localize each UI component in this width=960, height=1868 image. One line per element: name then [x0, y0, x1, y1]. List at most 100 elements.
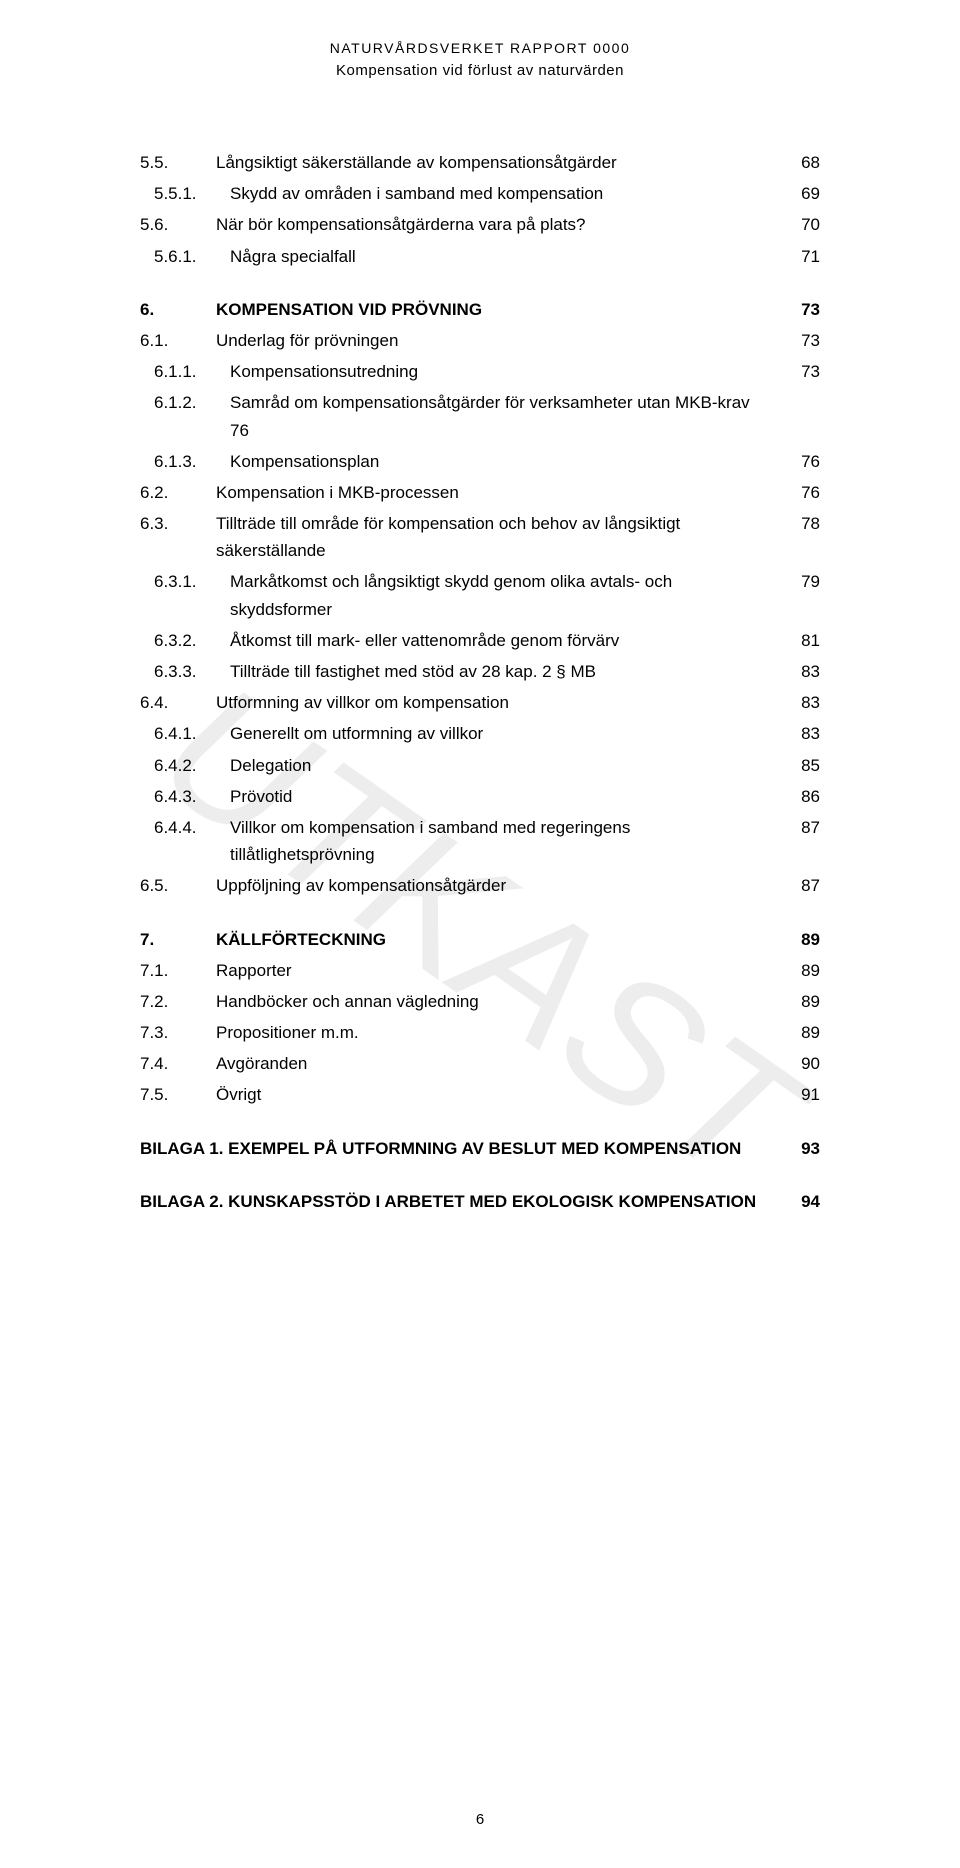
toc-row: 6.1. Underlag för prövningen73: [140, 327, 820, 354]
toc-number: 6.2.: [140, 479, 188, 506]
toc-row: 7.5. Övrigt91: [140, 1081, 820, 1108]
toc-label: Propositioner m.m.: [216, 1019, 790, 1046]
toc-number: 6.: [140, 296, 188, 323]
toc-page: 76: [790, 448, 820, 475]
toc-page: 89: [790, 1019, 820, 1046]
toc-row: 7.2.Handböcker och annan vägledning89: [140, 988, 820, 1015]
toc-label: Utformning av villkor om kompensation: [216, 689, 790, 716]
toc-page: 86: [790, 783, 820, 810]
toc-label: Övrigt: [216, 1081, 790, 1108]
toc-number: 6.3.3.: [154, 658, 202, 685]
toc-page: 73: [790, 296, 820, 323]
toc-page: 89: [790, 988, 820, 1015]
toc-number: 6.1.: [140, 327, 188, 354]
toc-page: 91: [790, 1081, 820, 1108]
toc-page: 81: [790, 627, 820, 654]
toc-number: 5.5.: [140, 149, 188, 176]
toc-row: 7.3. Propositioner m.m.89: [140, 1019, 820, 1046]
toc-label: BILAGA 2. KUNSKAPSSTÖD I ARBETET MED EKO…: [140, 1188, 790, 1215]
toc-page: 71: [790, 243, 820, 270]
toc-row: 6.5. Uppföljning av kompensationsåtgärder…: [140, 872, 820, 899]
toc-row: 6.3.1. Markåtkomst och långsiktigt skydd …: [140, 568, 820, 622]
toc-page: 73: [790, 327, 820, 354]
header-line-2: Kompensation vid förlust av naturvärden: [140, 62, 820, 79]
toc-page: 94: [790, 1188, 820, 1215]
toc-row: 6.4.2.Delegation85: [140, 752, 820, 779]
toc-row: BILAGA 1. EXEMPEL PÅ UTFORMNING AV BESLU…: [140, 1135, 820, 1162]
toc-row: 6.4. Utformning av villkor om kompensatio…: [140, 689, 820, 716]
toc-label: Kompensationsutredning: [230, 358, 790, 385]
toc-label: Tillträde till område för kompensation o…: [216, 510, 790, 564]
toc-row: 7.4. Avgöranden90: [140, 1050, 820, 1077]
toc-row: 6.4.3. Prövotid86: [140, 783, 820, 810]
toc-number: 6.4.4.: [154, 814, 202, 841]
toc-label: Generellt om utformning av villkor: [230, 720, 790, 747]
toc-row: 6.3.2. Åtkomst till mark- eller vattenomr…: [140, 627, 820, 654]
toc-page: 79: [790, 568, 820, 595]
toc-label: Handböcker och annan vägledning: [216, 988, 790, 1015]
toc-page: 76: [790, 479, 820, 506]
toc-row: 6.1.3. Kompensationsplan76: [140, 448, 820, 475]
toc-page: 93: [790, 1135, 820, 1162]
toc-label: Rapporter: [216, 957, 790, 984]
table-of-contents: 5.5. Långsiktigt säkerställande av kompen…: [140, 149, 820, 1215]
toc-label: Markåtkomst och långsiktigt skydd genom …: [230, 568, 790, 622]
toc-page: 90: [790, 1050, 820, 1077]
toc-number: 6.5.: [140, 872, 188, 899]
toc-number: 6.3.2.: [154, 627, 202, 654]
toc-label: Tillträde till fastighet med stöd av 28 …: [230, 658, 790, 685]
toc-row: BILAGA 2. KUNSKAPSSTÖD I ARBETET MED EKO…: [140, 1188, 820, 1215]
toc-label: Samråd om kompensationsåtgärder för verk…: [230, 389, 790, 443]
toc-label: BILAGA 1. EXEMPEL PÅ UTFORMNING AV BESLU…: [140, 1135, 790, 1162]
toc-page: 83: [790, 720, 820, 747]
toc-number: 5.6.: [140, 211, 188, 238]
toc-number: 7.5.: [140, 1081, 188, 1108]
toc-page: 73: [790, 358, 820, 385]
toc-row: 7.KÄLLFÖRTECKNING89: [140, 926, 820, 953]
toc-number: 5.5.1.: [154, 180, 202, 207]
toc-label: Underlag för prövningen: [216, 327, 790, 354]
toc-page: 87: [790, 814, 820, 841]
toc-number: 7.4.: [140, 1050, 188, 1077]
toc-row: 6. KOMPENSATION VID PRÖVNING73: [140, 296, 820, 323]
toc-row: 6.3.3. Tillträde till fastighet med stöd …: [140, 658, 820, 685]
toc-row: 5.5.1. Skydd av områden i samband med kom…: [140, 180, 820, 207]
toc-number: 6.4.: [140, 689, 188, 716]
toc-label: Åtkomst till mark- eller vattenområde ge…: [230, 627, 790, 654]
toc-number: 6.1.2.: [154, 389, 202, 416]
toc-row: 6.2. Kompensation i MKB-processen76: [140, 479, 820, 506]
page-number: 6: [476, 1811, 484, 1828]
toc-row: 5.6.1.Några specialfall71: [140, 243, 820, 270]
toc-label: Skydd av områden i samband med kompensat…: [230, 180, 790, 207]
toc-label: Villkor om kompensation i samband med re…: [230, 814, 790, 868]
toc-row: 6.3.Tillträde till område för kompensati…: [140, 510, 820, 564]
toc-label: Prövotid: [230, 783, 790, 810]
toc-number: 6.4.1.: [154, 720, 202, 747]
toc-page: 69: [790, 180, 820, 207]
toc-label: Några specialfall: [230, 243, 790, 270]
toc-label: Kompensationsplan: [230, 448, 790, 475]
toc-page: 83: [790, 658, 820, 685]
toc-row: 5.5. Långsiktigt säkerställande av kompen…: [140, 149, 820, 176]
toc-number: 6.3.1.: [154, 568, 202, 595]
toc-number: 6.4.3.: [154, 783, 202, 810]
toc-label: KOMPENSATION VID PRÖVNING: [216, 296, 790, 323]
toc-number: 6.1.3.: [154, 448, 202, 475]
toc-label: Avgöranden: [216, 1050, 790, 1077]
toc-row: 5.6. När bör kompensationsåtgärderna vara…: [140, 211, 820, 238]
toc-page: 68: [790, 149, 820, 176]
toc-page: 89: [790, 957, 820, 984]
toc-label: KÄLLFÖRTECKNING: [216, 926, 790, 953]
toc-label: När bör kompensationsåtgärderna vara på …: [216, 211, 790, 238]
toc-label: Kompensation i MKB-processen: [216, 479, 790, 506]
toc-label: Långsiktigt säkerställande av kompensati…: [216, 149, 790, 176]
header-line-1: NATURVÅRDSVERKET RAPPORT 0000: [140, 40, 820, 56]
toc-number: 7.1.: [140, 957, 188, 984]
toc-number: 6.1.1.: [154, 358, 202, 385]
toc-page: 70: [790, 211, 820, 238]
toc-label: Uppföljning av kompensationsåtgärder: [216, 872, 790, 899]
toc-number: 7.3.: [140, 1019, 188, 1046]
toc-number: 7.: [140, 926, 188, 953]
toc-row: 6.1.2. Samråd om kompensationsåtgärder fö…: [140, 389, 820, 443]
toc-row: 6.4.1. Generellt om utformning av villkor…: [140, 720, 820, 747]
